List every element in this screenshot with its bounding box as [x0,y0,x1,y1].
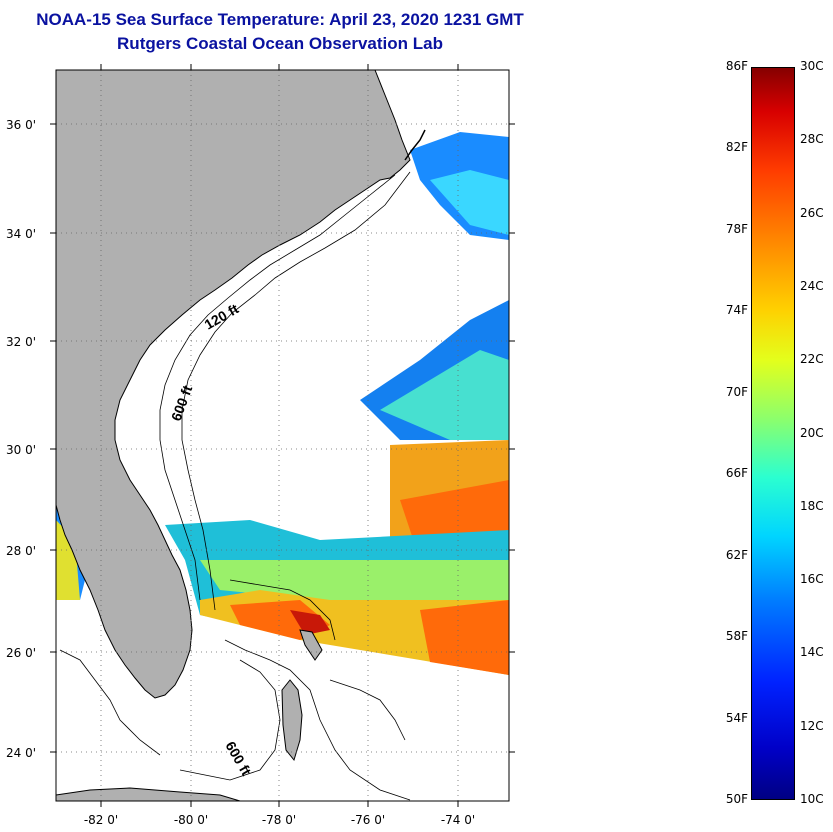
colorbar-f-label: 58F [725,629,748,644]
colorbar-c-label: 24C [800,278,824,293]
land-us-southeast [56,70,411,699]
land-cuba [56,787,241,801]
colorbar-f-label: 86F [725,59,748,73]
colorbar-f-label: 82F [725,140,748,155]
colorbar-c-label: 22C [800,352,824,367]
colorbar-f-label: 66F [725,466,748,481]
colorbar-c-label: 16C [800,572,824,587]
colorbar-f-label: 70F [725,384,748,399]
temperature-colorbar [751,67,795,800]
colorbar-c-label: 12C [800,718,824,733]
lat-label-32: 32 0' [6,335,36,349]
colorbar-f-label: 50F [725,792,748,806]
colorbar-c-label: 30C [800,59,824,73]
colorbar-c-label: 28C [800,132,824,147]
colorbar-f-label: 74F [725,303,748,318]
lon-label-76: -76 0' [351,813,385,827]
axis-ticks [50,64,515,807]
bathymetry-contours [59,171,411,801]
map-title: NOAA-15 Sea Surface Temperature: April 2… [36,10,524,29]
lat-label-26: 26 0' [6,646,36,660]
lon-label-74: -74 0' [441,813,475,827]
lat-label-36: 36 0' [6,118,36,132]
lat-label-28: 28 0' [6,544,36,558]
colorbar-f-label: 54F [725,710,748,725]
colorbar-f-label: 78F [725,221,748,236]
lon-label-80: -80 0' [174,813,208,827]
graticule [56,70,509,801]
sst-data-swath [56,132,509,675]
colorbar-c-label: 26C [800,205,824,220]
colorbar-c-label: 14C [800,645,824,660]
lat-label-24: 24 0' [6,746,36,760]
lon-label-78: -78 0' [262,813,296,827]
lat-label-30: 30 0' [6,443,36,457]
lon-label-82: -82 0' [84,813,118,827]
map-subtitle: Rutgers Coastal Ocean Observation Lab [117,34,443,53]
land-bahamas [281,679,303,762]
colorbar-c-label: 20C [800,425,824,440]
colorbar-f-label: 62F [725,547,748,562]
colorbar-c-label: 10C [800,792,824,806]
lat-label-34: 34 0' [6,227,36,241]
colorbar-c-label: 18C [800,498,824,513]
